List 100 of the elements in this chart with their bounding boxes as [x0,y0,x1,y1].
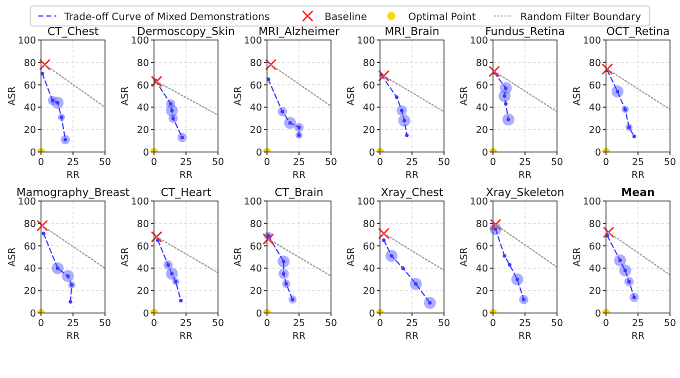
y-tick-label: 20 [24,286,36,298]
x-tick-label: 0 [376,318,384,329]
y-tick-label: 40 [136,264,149,275]
x-axis-title: RR [405,170,419,181]
y-tick-label: 0 [594,148,601,158]
y-tick-label: 100 [470,36,488,46]
y-tick-label: 80 [362,58,375,69]
y-tick-label: 20 [250,286,262,298]
x-tick-label: 25 [406,157,418,168]
y-axis-title: ASR [7,247,18,267]
y-tick-label: 100 [356,196,375,208]
point [378,228,390,240]
point [405,133,409,137]
y-tick-label: 80 [476,58,488,69]
x-tick-label: 50 [212,318,224,329]
point [508,263,512,267]
chart-title: CT_Chest [47,25,100,38]
y-axis-title: ASR [233,247,244,267]
y-tick-label: 100 [18,196,36,208]
x-tick-label: 0 [38,157,44,168]
y-tick-label: 0 [142,148,149,158]
y-tick-label: 100 [244,196,262,208]
x-tick-label: 0 [150,318,158,329]
y-tick-label: 100 [244,36,262,46]
y-tick-label: 100 [356,36,375,46]
y-tick-label: 60 [24,241,36,252]
y-tick-label: 60 [136,80,149,92]
y-axis-title: ASR [459,86,470,106]
y-tick-label: 20 [476,286,488,298]
point [504,102,508,106]
y-tick-label: 0 [256,148,262,158]
y-tick-label: 60 [588,241,601,252]
chart-title: Xray_Chest [380,186,444,199]
x-axis-title: RR [179,170,193,181]
y-tick-label: 0 [594,308,601,320]
chart-title: Fundus_Retina [485,25,565,38]
y-tick-label: 40 [24,102,36,114]
y-tick-label: 60 [250,80,262,92]
y-tick-label: 100 [130,196,149,208]
y-axis-title: ASR [120,86,131,106]
y-tick-label: 40 [250,264,262,275]
chart-title: MRI_Alzheimer [258,25,340,38]
point [502,254,506,258]
y-tick-label: 40 [362,264,375,275]
y-tick-label: 20 [24,125,36,136]
x-tick-label: 25 [518,318,532,329]
point [401,266,405,270]
y-tick-label: 60 [588,80,601,92]
chart-title: Mamography_Breast [16,186,130,199]
x-axis-title: RR [518,170,532,181]
chart-title: CT_Brain [274,186,324,199]
x-tick-label: 0 [602,318,610,329]
y-tick-label: 60 [362,241,375,252]
x-axis-title: RR [179,331,193,342]
y-axis-title: ASR [572,86,583,106]
y-tick-label: 40 [24,264,36,275]
y-tick-label: 0 [368,148,375,158]
chart-title: CT_Heart [160,186,212,199]
x-tick-label: 0 [264,318,270,329]
y-tick-label: 60 [476,80,488,92]
y-axis-title: ASR [346,86,357,106]
y-tick-label: 0 [482,308,488,320]
y-axis-title: ASR [459,247,470,267]
point [602,226,614,238]
chart-title: Dermoscopy_Skin [137,25,235,38]
x-tick-label: 0 [376,157,384,168]
x-tick-label: 50 [98,318,112,329]
x-tick-label: 0 [264,157,270,168]
y-tick-label: 20 [476,125,488,136]
y-tick-label: 40 [476,102,488,114]
point [632,134,636,138]
x-tick-label: 0 [490,318,496,329]
y-axis-title: ASR [572,247,583,267]
x-tick-label: 25 [632,157,644,168]
y-tick-label: 100 [582,196,601,208]
x-tick-label: 50 [550,157,564,168]
y-tick-label: 0 [30,148,36,158]
x-tick-label: 25 [180,318,192,329]
x-tick-label: 50 [324,318,338,329]
y-tick-label: 60 [136,241,149,252]
y-tick-label: 80 [250,58,262,69]
chart-title: OCT_Retina [606,25,670,38]
y-tick-label: 60 [250,241,262,252]
x-axis-title: RR [66,331,80,342]
point [150,231,162,243]
y-tick-label: 100 [470,196,488,208]
x-axis-title: RR [631,331,645,342]
y-tick-label: 40 [136,102,149,114]
chart-title: MRI_Brain [384,25,440,38]
y-tick-label: 60 [24,80,36,92]
x-tick-label: 0 [38,318,44,329]
y-tick-label: 0 [368,308,375,320]
y-tick-label: 80 [24,58,36,69]
x-tick-label: 50 [438,318,450,329]
y-tick-label: 80 [476,218,488,230]
x-tick-label: 50 [664,157,676,168]
y-tick-label: 100 [130,36,149,46]
point [42,232,46,236]
y-tick-label: 80 [24,218,36,230]
y-tick-label: 20 [136,286,149,298]
